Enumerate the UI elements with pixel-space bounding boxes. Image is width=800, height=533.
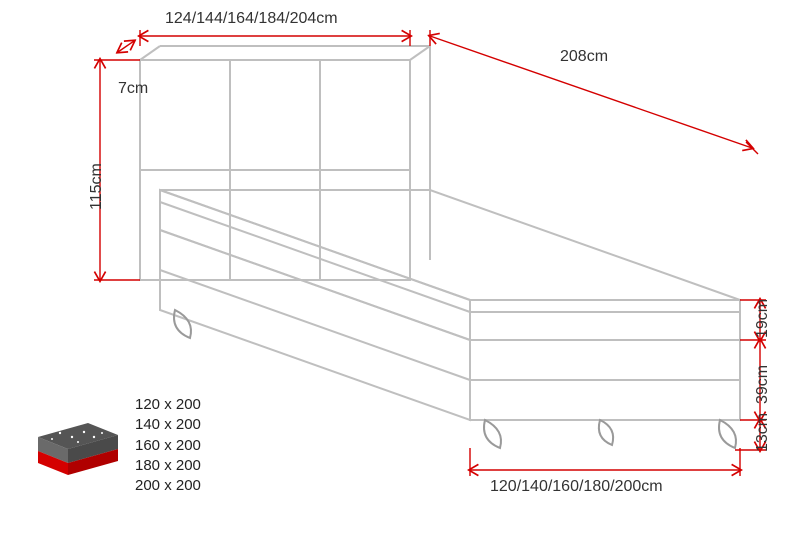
dim-hb-height: 115cm (88, 163, 106, 210)
dim-leg-h: 13cm (754, 413, 772, 452)
dim-bottom-widths: 120/140/160/180/200cm (490, 478, 663, 496)
diagram-stage: 124/144/164/184/204cm 208cm 7cm 115cm 19… (0, 0, 800, 533)
dim-mattress-h: 19cm (754, 299, 772, 338)
mattress-sizes-list: 120 x 200 140 x 200 160 x 200 180 x 200 … (135, 395, 201, 496)
size-row: 200 x 200 (135, 476, 201, 496)
size-row: 120 x 200 (135, 395, 201, 415)
size-row: 140 x 200 (135, 415, 201, 435)
bed-outline (140, 46, 740, 448)
dim-top-length: 208cm (560, 48, 608, 66)
dim-base-h: 39cm (754, 365, 772, 404)
dim-top-width: 124/144/164/184/204cm (165, 10, 338, 28)
dim-hb-thickness: 7cm (118, 80, 148, 98)
size-row: 180 x 200 (135, 456, 201, 476)
size-row: 160 x 200 (135, 436, 201, 456)
mattress-sizes-icon (30, 415, 125, 485)
